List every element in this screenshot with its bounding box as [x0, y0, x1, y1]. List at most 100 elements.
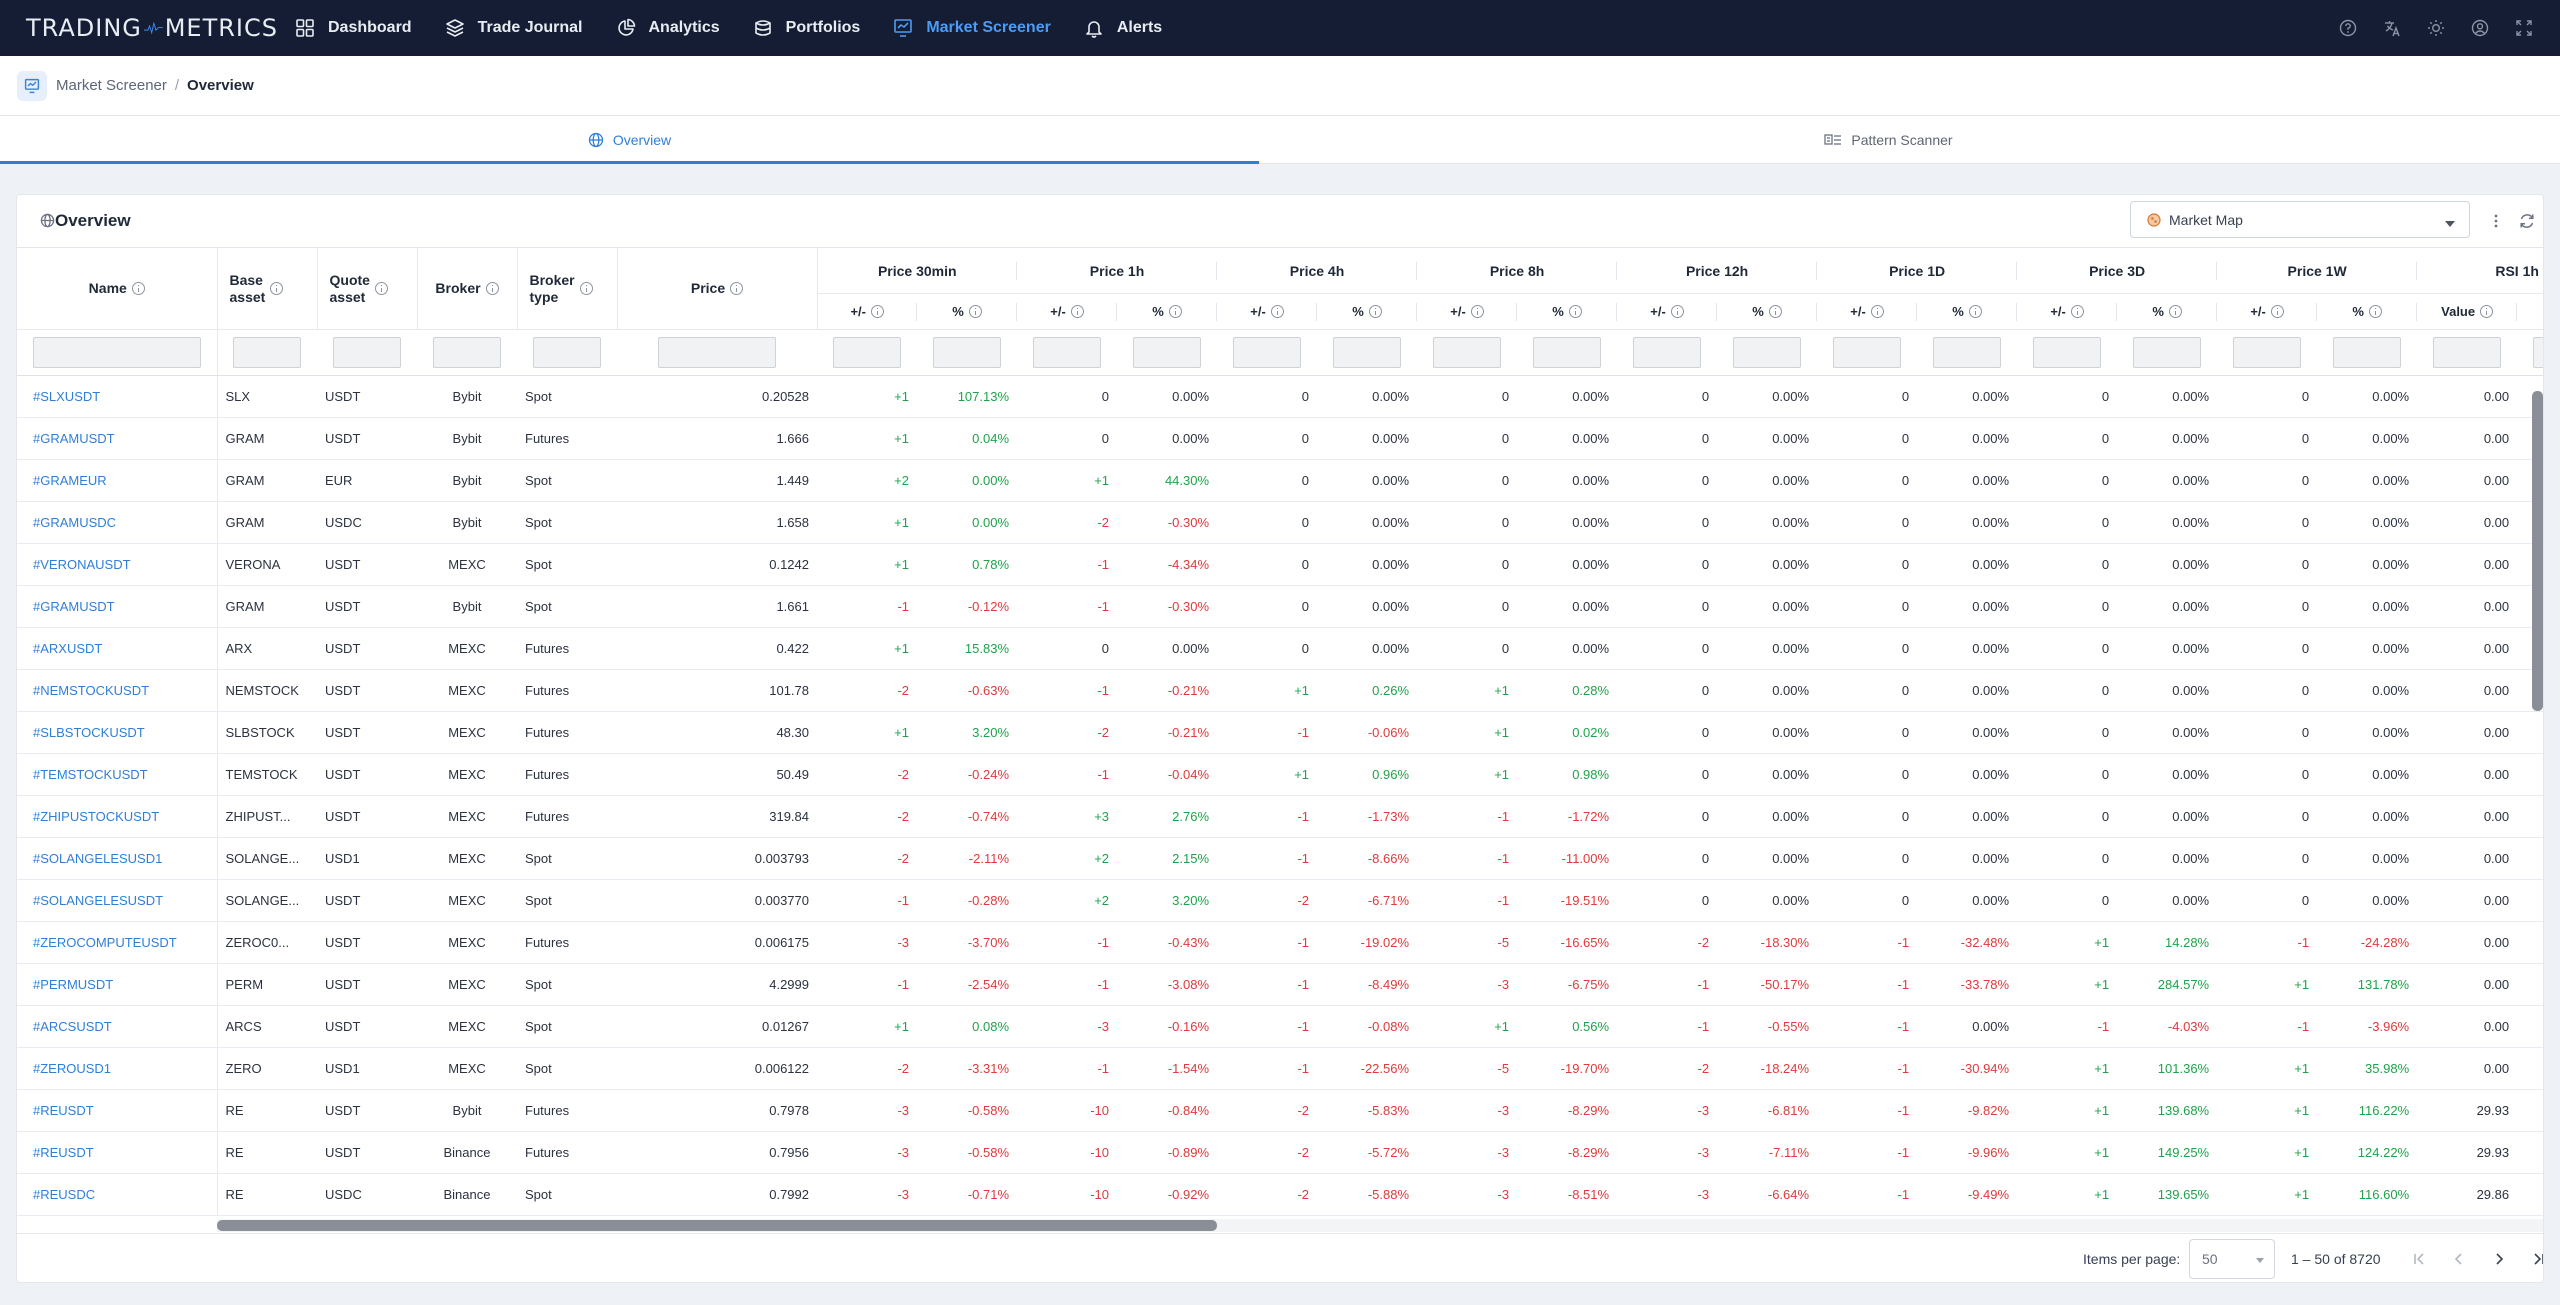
table-row[interactable]: #SOLANGELESUSDT SOLANGE... USDT MEXC Spot 0.0… [17, 879, 2543, 922]
info-icon[interactable] [131, 282, 145, 295]
symbol-link[interactable]: #NEMSTOCKUSDT [17, 669, 218, 712]
items-per-page-select[interactable]: 50 [2189, 1239, 2275, 1279]
symbol-link[interactable]: #GRAMUSDC [17, 501, 218, 544]
column-header-percent[interactable]: % [2317, 293, 2418, 330]
table-row[interactable]: #REUSDC RE USDC Binance Spot 0.7992 -3 -0.71% -1… [17, 1173, 2543, 1216]
symbol-link[interactable]: #SOLANGELESUSDT [17, 879, 218, 922]
info-icon[interactable] [485, 282, 499, 295]
symbol-link[interactable]: #SLBSTOCKUSDT [17, 711, 218, 754]
column-header-percent[interactable]: % [1917, 293, 2018, 330]
column-header-percent[interactable]: % [2517, 293, 2543, 330]
info-icon[interactable] [1470, 305, 1484, 318]
column-filter-input[interactable] [433, 337, 501, 368]
column-header-percent[interactable]: % [2117, 293, 2218, 330]
column-filter-input[interactable] [1433, 337, 1502, 368]
column-header-change[interactable]: +/- [2217, 293, 2318, 330]
column-header-broker[interactable]: Broker [417, 247, 518, 330]
table-row[interactable]: #GRAMUSDC GRAM USDC Bybit Spot 1.658 +1 0.00% -2… [17, 501, 2543, 544]
column-filter-input[interactable] [2133, 337, 2202, 368]
symbol-link[interactable]: #ZHIPUSTOCKUSDT [17, 795, 218, 838]
column-filter-input[interactable] [1633, 337, 1702, 368]
table-row[interactable]: #ARXUSDT ARX USDT MEXC Futures 0.422 +1 15.83% 0… [17, 627, 2543, 670]
column-filter-input[interactable] [2233, 337, 2302, 368]
info-icon[interactable] [871, 305, 885, 318]
info-icon[interactable] [1870, 305, 1884, 318]
breadcrumb-parent-link[interactable]: Market Screener [56, 77, 167, 94]
previous-page-button[interactable] [2442, 1242, 2476, 1276]
table-row[interactable]: #ARCSUSDT ARCS USDT MEXC Spot 0.01267 +1 0.08% -… [17, 1005, 2543, 1048]
more-options-button[interactable] [2484, 205, 2508, 237]
column-header-change[interactable]: +/- [2017, 293, 2118, 330]
table-row[interactable]: #PERMUSDT PERM USDT MEXC Spot 4.2999 -1 -2.54% -… [17, 963, 2543, 1006]
column-filter-input[interactable] [2533, 337, 2543, 368]
symbol-link[interactable]: #TEMSTOCKUSDT [17, 753, 218, 796]
info-icon[interactable] [1768, 305, 1782, 318]
column-header-percent[interactable]: % [1117, 293, 1218, 330]
column-filter-input[interactable] [1033, 337, 1102, 368]
column-filter-input[interactable] [833, 337, 901, 368]
column-header-value[interactable]: Value [2417, 293, 2518, 330]
column-filter-input[interactable] [2033, 337, 2102, 368]
symbol-link[interactable]: #REUSDC [17, 1173, 218, 1216]
column-filter-input[interactable] [1233, 337, 1302, 368]
symbol-link[interactable]: #GRAMEUR [17, 459, 218, 502]
column-filter-input[interactable] [1333, 337, 1402, 368]
info-icon[interactable] [374, 282, 388, 295]
table-row[interactable]: #ZEROUSD1 ZERO USD1 MEXC Spot 0.006122 -2 -3.31… [17, 1047, 2543, 1090]
tab-overview[interactable]: Overview [0, 116, 1259, 164]
view-select[interactable]: Market Map [2130, 201, 2470, 238]
column-header-change[interactable]: +/- [1417, 293, 1518, 330]
column-filter-input[interactable] [1933, 337, 2002, 368]
table-row[interactable]: #SOLANGELESUSD1 SOLANGE... USD1 MEXC Spot 0.0… [17, 837, 2543, 880]
info-icon[interactable] [2270, 305, 2284, 318]
symbol-link[interactable]: #ZEROCOMPUTEUSDT [17, 921, 218, 964]
last-page-button[interactable] [2521, 1242, 2543, 1276]
column-header-change[interactable]: +/- [1017, 293, 1118, 330]
info-icon[interactable] [1368, 305, 1382, 318]
table-row[interactable]: #REUSDT RE USDT Bybit Futures 0.7978 -3 -0.58% -… [17, 1089, 2543, 1132]
info-icon[interactable] [2070, 305, 2084, 318]
horizontal-scrollbar-thumb[interactable] [217, 1220, 1217, 1231]
nav-item-portfolios[interactable]: Portfolios [736, 0, 877, 56]
nav-item-market-screener[interactable]: Market Screener [876, 0, 1067, 56]
info-icon[interactable] [1270, 305, 1284, 318]
info-icon[interactable] [270, 282, 284, 295]
column-filter-input[interactable] [1133, 337, 1202, 368]
table-row[interactable]: #ZEROCOMPUTEUSDT ZEROC0... USDT MEXC Futures… [17, 921, 2543, 964]
symbol-link[interactable]: #GRAMUSDT [17, 585, 218, 628]
table-row[interactable]: #NEMSTOCKUSDT NEMSTOCK USDT MEXC Futures 101.… [17, 669, 2543, 712]
column-filter-input[interactable] [533, 337, 601, 368]
table-row[interactable]: #TEMSTOCKUSDT TEMSTOCK USDT MEXC Futures 50.4… [17, 753, 2543, 796]
app-logo[interactable]: TRADING METRICS [26, 13, 278, 43]
info-icon[interactable] [1070, 305, 1084, 318]
info-icon[interactable] [2480, 305, 2494, 318]
vertical-scrollbar[interactable] [2532, 391, 2543, 711]
fullscreen-icon[interactable] [2502, 0, 2546, 56]
symbol-link[interactable]: #REUSDT [17, 1131, 218, 1174]
column-header-name[interactable]: Name [17, 247, 218, 330]
translate-icon[interactable] [2370, 0, 2414, 56]
info-icon[interactable] [1968, 305, 1982, 318]
nav-item-trade-journal[interactable]: Trade Journal [428, 0, 599, 56]
column-filter-input[interactable] [333, 337, 401, 368]
symbol-link[interactable]: #REUSDT [17, 1089, 218, 1132]
tab-pattern-scanner[interactable]: Pattern Scanner [1259, 116, 2518, 163]
table-row[interactable]: #REUSDT RE USDT Binance Futures 0.7956 -3 -0.58… [17, 1131, 2543, 1174]
column-filter-input[interactable] [1733, 337, 1802, 368]
column-filter-input[interactable] [2333, 337, 2402, 368]
info-icon[interactable] [730, 282, 744, 295]
horizontal-scrollbar[interactable] [217, 1219, 2543, 1232]
column-filter-input[interactable] [1833, 337, 1902, 368]
first-page-button[interactable] [2403, 1242, 2437, 1276]
symbol-link[interactable]: #ARCSUSDT [17, 1005, 218, 1048]
next-page-button[interactable] [2482, 1242, 2516, 1276]
nav-item-dashboard[interactable]: Dashboard [278, 0, 428, 56]
symbol-link[interactable]: #SLXUSDT [17, 375, 218, 418]
column-header-percent[interactable]: % [1717, 293, 1818, 330]
symbol-link[interactable]: #GRAMUSDT [17, 417, 218, 460]
refresh-button[interactable] [2512, 205, 2542, 237]
info-icon[interactable] [968, 305, 982, 318]
table-row[interactable]: #VERONAUSDT VERONA USDT MEXC Spot 0.1242 +1 0.7… [17, 543, 2543, 586]
column-filter-input[interactable] [233, 337, 302, 368]
user-icon[interactable] [2458, 0, 2502, 56]
